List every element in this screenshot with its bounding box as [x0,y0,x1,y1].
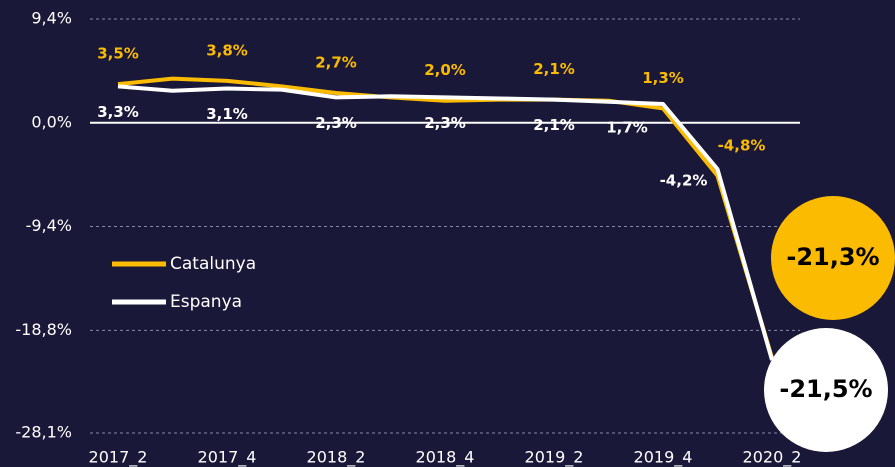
value-label: -4,2% [660,172,708,190]
x-tick-label: 2018_2 [307,448,366,467]
value-label: 2,1% [533,60,575,78]
value-label: -4,8% [718,136,766,154]
y-tick-label: 0,0% [31,112,72,131]
value-label: 1,3% [642,69,684,87]
value-label: 2,1% [533,116,575,134]
x-tick-label: 2020_2 [743,448,802,467]
series-line [117,76,774,359]
y-tick-label: 9,4% [31,9,72,28]
value-label: 3,5% [97,45,139,63]
value-label: 1,7% [606,119,648,137]
value-bubble [764,328,888,452]
x-tick-label: 2019_4 [634,448,693,467]
value-label: 3,1% [206,105,248,123]
value-label: 2,7% [315,53,357,71]
bubble-label: -21,3% [786,243,879,271]
legend-label: Espanya [170,292,242,312]
value-label: 2,0% [424,61,466,79]
value-label: 3,3% [97,103,139,121]
bubble-label: -21,5% [779,375,872,403]
value-bubble [771,196,895,320]
x-tick-label: 2018_4 [416,448,475,467]
legend-label: Catalunya [170,254,256,274]
x-tick-label: 2019_2 [525,448,584,467]
series-line [117,84,774,361]
value-label: 2,3% [315,114,357,132]
y-tick-label: -9,4% [26,216,72,235]
value-label: 3,8% [206,41,248,59]
y-tick-label: -18,8% [15,320,72,339]
value-label: 2,3% [424,114,466,132]
x-tick-label: 2017_2 [89,448,148,467]
y-tick-label: -28,1% [15,423,72,442]
x-tick-label: 2017_4 [198,448,257,467]
